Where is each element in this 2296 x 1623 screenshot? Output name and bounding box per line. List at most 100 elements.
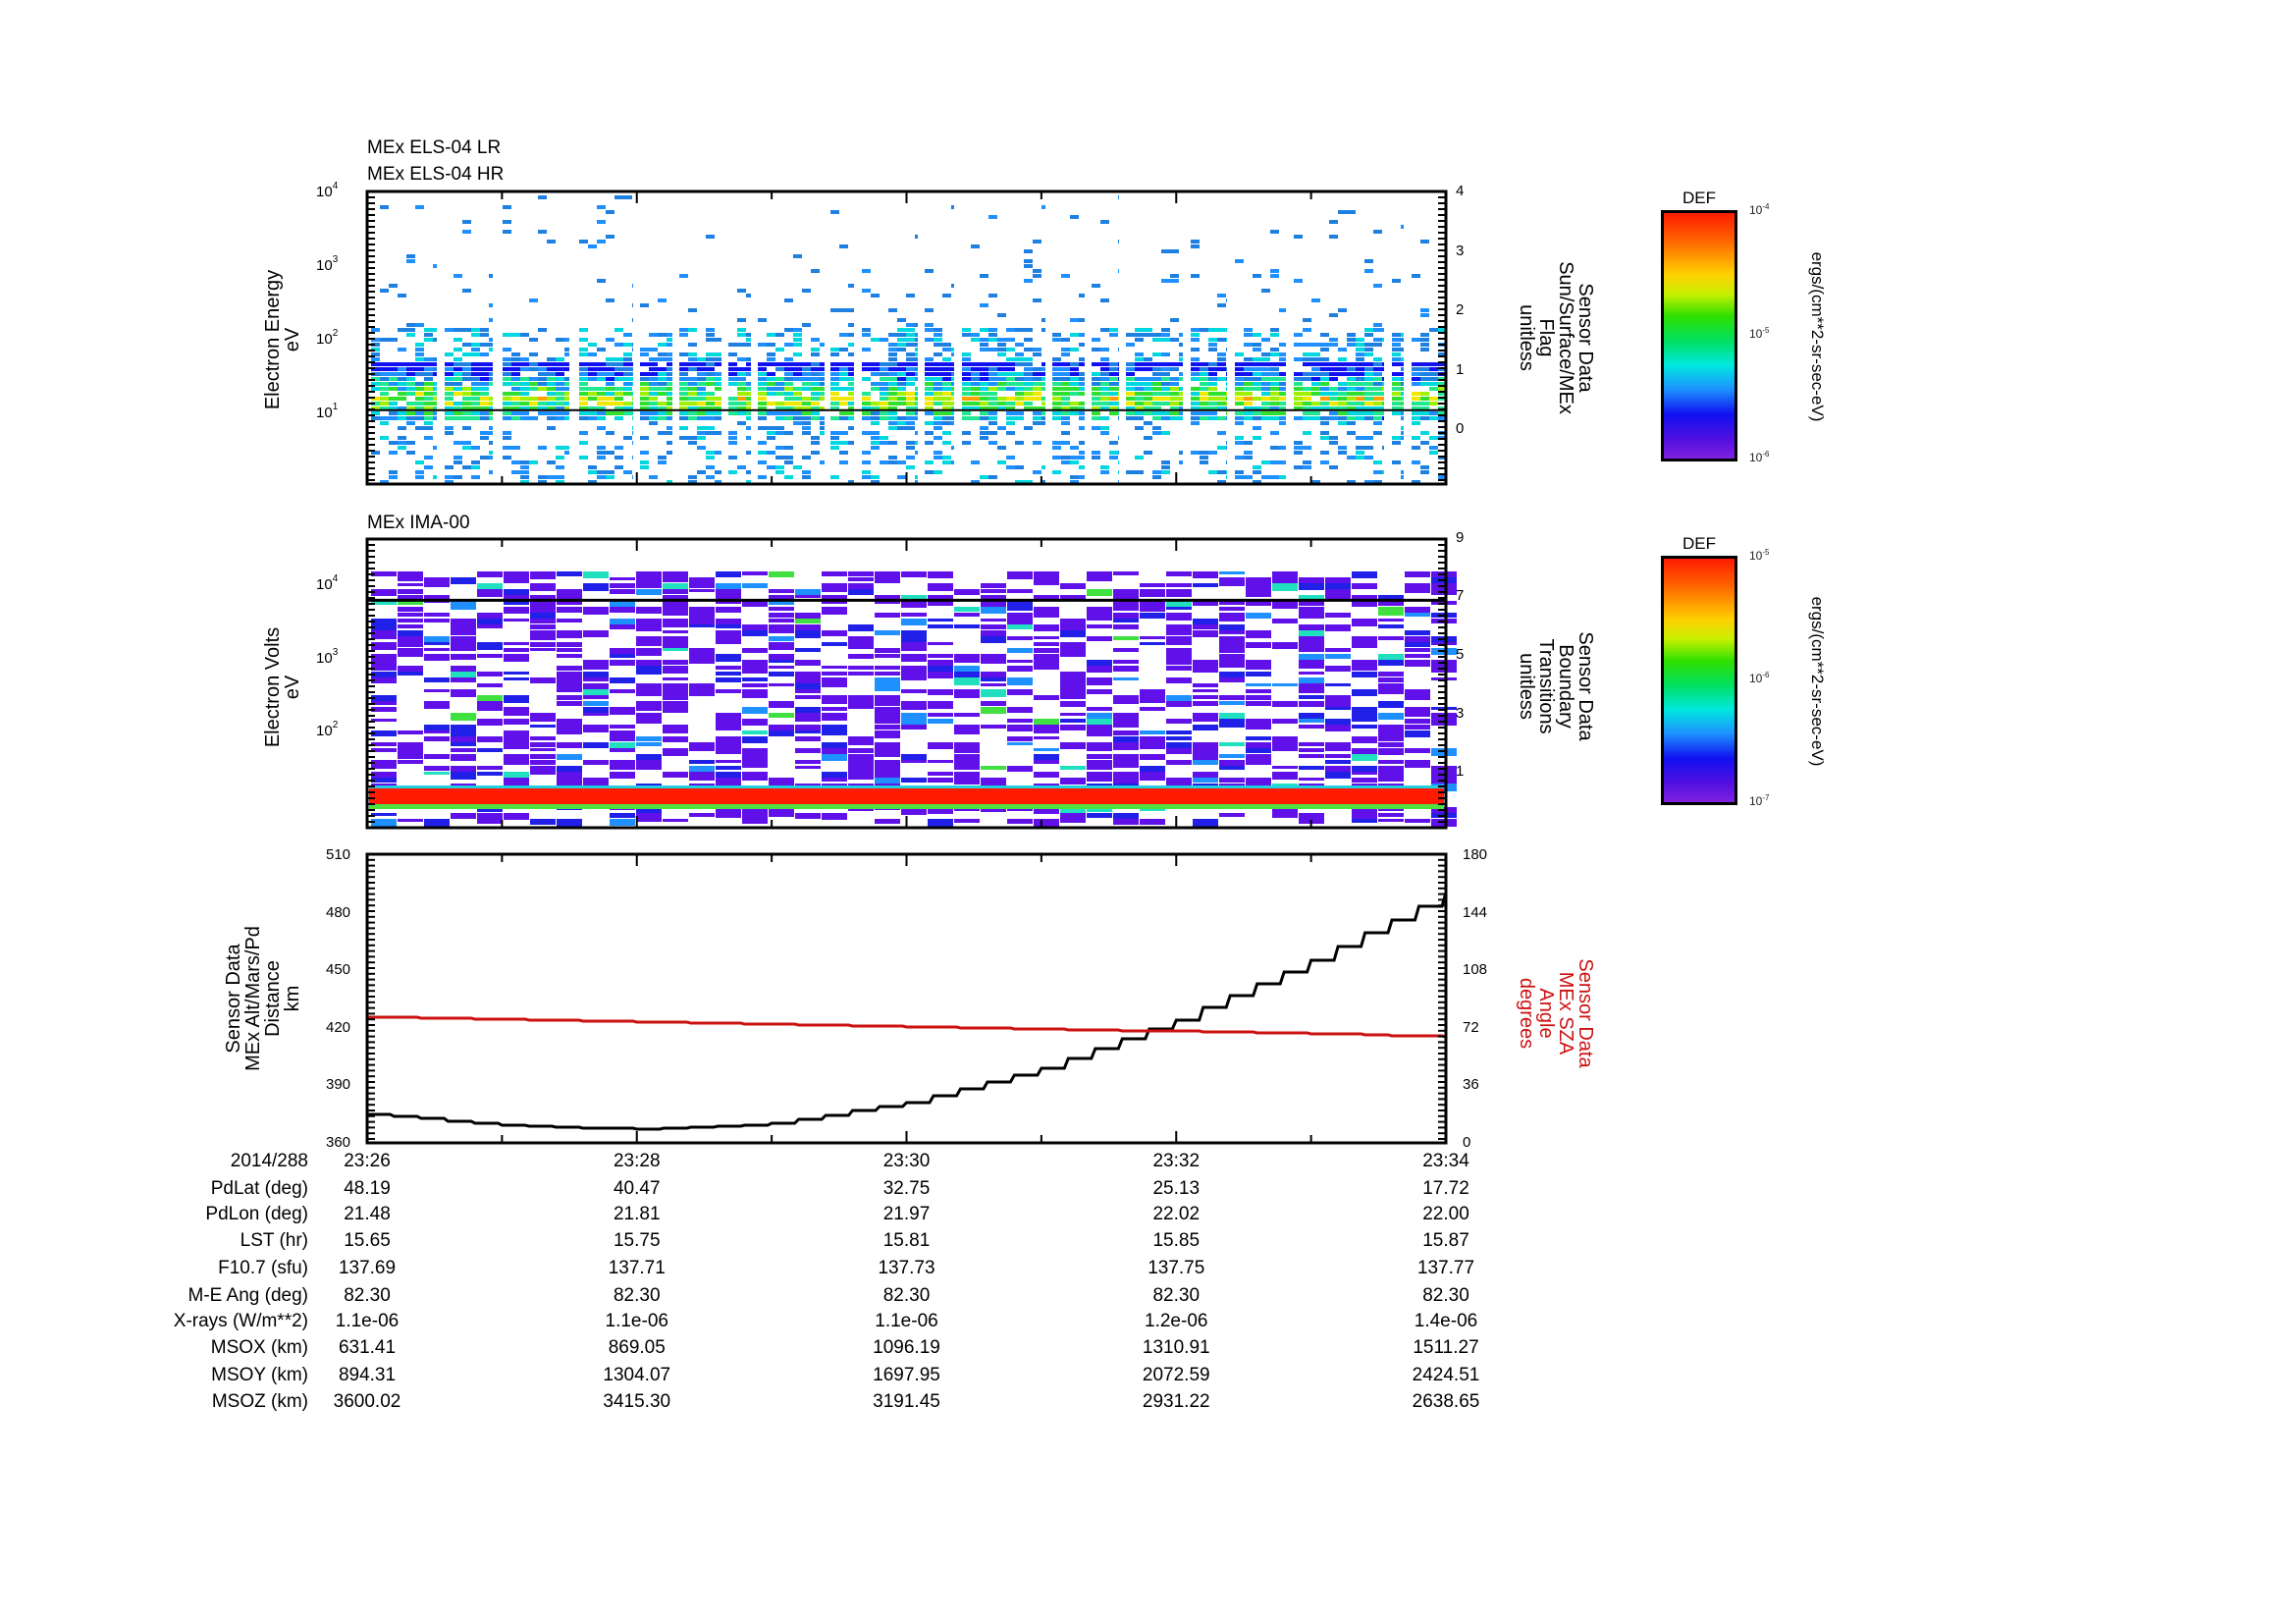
panel2-y2tick-9: 9 xyxy=(1456,529,1465,546)
ancillary-row-value: 137.77 xyxy=(1416,1258,1475,1278)
panel1-y2tick-2: 2 xyxy=(1456,301,1465,318)
colorbar1-title: DEF xyxy=(1682,189,1716,207)
ancillary-row-label: F10.7 (sfu) xyxy=(218,1258,308,1278)
panel2-y2tick-3: 3 xyxy=(1456,705,1465,722)
ancillary-row-value: 1.1e-06 xyxy=(875,1311,938,1331)
panel1-y2label-line4: unitless xyxy=(1516,304,1537,371)
els-spectrogram xyxy=(367,195,1446,484)
panel1-ytick-1e3: 103 xyxy=(316,254,339,274)
ancillary-row-value: 1.1e-06 xyxy=(335,1311,400,1331)
panel3-ylabel: Sensor Data MEx Alt/Mars/Pd Distance km xyxy=(223,900,306,1097)
ancillary-row-label: M-E Ang (deg) xyxy=(187,1285,309,1306)
colorbar2-min-label: 10-7 xyxy=(1749,793,1770,808)
ancillary-row-value: 15.65 xyxy=(344,1230,391,1251)
ancillary-row-value: 82.30 xyxy=(1422,1285,1469,1306)
ancillary-row-value: 2931.22 xyxy=(1142,1391,1210,1412)
ancillary-row-value: 22.00 xyxy=(1422,1204,1469,1224)
ancillary-row-value: 1697.95 xyxy=(873,1365,940,1385)
ancillary-row-value: 15.75 xyxy=(613,1230,661,1251)
panel3-ylabel-line1: Sensor Data xyxy=(223,944,244,1054)
ancillary-row-label: MSOZ (km) xyxy=(211,1391,308,1412)
panel3-y2label: Sensor Data MEx SZA Angle degrees xyxy=(1513,915,1596,1111)
panel3-ylabel-line2: MEx Alt/Mars/Pd xyxy=(242,926,264,1071)
ancillary-row-value: 1304.07 xyxy=(603,1365,671,1385)
panel2-y2label-line1: Sensor Data xyxy=(1575,631,1596,741)
panel1-y2tick-4: 4 xyxy=(1456,183,1465,199)
altitude-sza-lines xyxy=(367,892,1448,1131)
ancillary-row-value: 21.97 xyxy=(882,1204,931,1224)
panel3-ytick-450: 450 xyxy=(326,961,351,978)
panel2-ylabel: Electron Volts eV xyxy=(262,589,306,785)
ancillary-row-value: 21.48 xyxy=(344,1204,391,1224)
plot-axes xyxy=(365,189,1448,1145)
ancillary-row-value: 23:32 xyxy=(1152,1151,1201,1171)
ancillary-row-value: 48.19 xyxy=(344,1178,391,1199)
panel3-ytick-360: 360 xyxy=(326,1134,351,1151)
ancillary-row-value: 137.71 xyxy=(608,1258,666,1278)
ancillary-row-label: MSOX (km) xyxy=(210,1337,308,1358)
panel3-y2tick-36: 36 xyxy=(1463,1076,1479,1093)
panel2-ytick-1e3: 103 xyxy=(316,647,339,667)
panel1-y2label-line1: Sensor Data xyxy=(1575,283,1596,393)
ancillary-row-value: 2638.65 xyxy=(1412,1391,1480,1412)
colorbar2-unit: ergs/(cm**2-sr-sec-eV) xyxy=(1808,596,1827,767)
ancillary-row-value: 2072.59 xyxy=(1142,1365,1210,1385)
ancillary-row-value: 82.30 xyxy=(1152,1285,1201,1306)
ancillary-row-value: 23:30 xyxy=(882,1151,931,1171)
ancillary-row-value: 1096.19 xyxy=(873,1337,940,1358)
colorbar2-max-label: 10-5 xyxy=(1749,548,1770,563)
panel1-ylabel: Electron Energy eV xyxy=(262,242,306,438)
panel1-y2tick-3: 3 xyxy=(1456,243,1465,259)
panel1-title-lr: MEx ELS-04 LR xyxy=(367,137,502,158)
ancillary-row-value: 82.30 xyxy=(344,1285,391,1306)
panel2-ytick-1e2: 102 xyxy=(316,720,339,739)
colorbar1-max-label: 10-4 xyxy=(1749,202,1770,217)
ancillary-row-value: 137.69 xyxy=(338,1258,397,1278)
panel3-ytick-420: 420 xyxy=(326,1019,351,1036)
panel1-ylabel-line1: Electron Energy xyxy=(262,269,284,410)
panel3-y2tick-144: 144 xyxy=(1463,904,1488,921)
colorbar2-mid-label: 10-6 xyxy=(1749,671,1770,685)
ancillary-row-value: 1.2e-06 xyxy=(1145,1311,1208,1331)
ancillary-row-value: 82.30 xyxy=(613,1285,661,1306)
panel3-y2tick-180: 180 xyxy=(1463,846,1488,863)
panel3-y2label-line3: Angle xyxy=(1535,988,1557,1039)
colorbar2-title: DEF xyxy=(1682,534,1716,553)
ancillary-row-value: 21.81 xyxy=(613,1204,661,1224)
panel3-y2label-line2: MEx SZA xyxy=(1555,971,1576,1055)
ancillary-row-value: 23:26 xyxy=(344,1151,391,1171)
ancillary-row-value: 22.02 xyxy=(1152,1204,1201,1224)
panel2-y2tick-5: 5 xyxy=(1456,646,1465,663)
ancillary-row-value: 15.81 xyxy=(882,1230,931,1251)
panel1-ytick-1e1: 101 xyxy=(316,402,339,421)
panel3-y2label-line1: Sensor Data xyxy=(1575,958,1596,1068)
ancillary-row-value: 17.72 xyxy=(1422,1178,1469,1199)
ancillary-row-value: 631.41 xyxy=(338,1337,397,1358)
panel3-y2tick-108: 108 xyxy=(1463,961,1488,978)
panel1-title-hr: MEx ELS-04 HR xyxy=(367,164,505,185)
ancillary-row-label: PdLon (deg) xyxy=(205,1204,308,1224)
ancillary-row-value: 3415.30 xyxy=(603,1391,671,1412)
ancillary-row-label: MSOY (km) xyxy=(211,1365,308,1385)
panel2-y2tick-7: 7 xyxy=(1456,587,1465,604)
ancillary-row-value: 3600.02 xyxy=(333,1391,401,1412)
ancillary-row-value: 3191.45 xyxy=(873,1391,940,1412)
panel1-ylabel-line2: eV xyxy=(282,327,303,352)
ancillary-row-value: 869.05 xyxy=(608,1337,666,1358)
panel3-ylabel-line4: km xyxy=(282,985,303,1012)
ancillary-row-value: 15.85 xyxy=(1152,1230,1201,1251)
panel1-y2label-line2: Sun/Surface/MEx xyxy=(1555,261,1576,414)
panel2-y2tick-1: 1 xyxy=(1456,763,1465,780)
panel3-y2tick-0: 0 xyxy=(1463,1134,1471,1151)
ancillary-row-value: 82.30 xyxy=(882,1285,931,1306)
ancillary-row-value: 137.73 xyxy=(878,1258,935,1278)
panel3-ytick-390: 390 xyxy=(326,1076,351,1093)
ancillary-row-label: LST (hr) xyxy=(240,1230,308,1251)
ancillary-row-label: X-rays (W/m**2) xyxy=(173,1311,308,1331)
ancillary-row-label: PdLat (deg) xyxy=(210,1178,308,1199)
ancillary-row-value: 1310.91 xyxy=(1142,1337,1210,1358)
panel3-y2label-line4: degrees xyxy=(1516,977,1537,1050)
panel3-ylabel-line3: Distance xyxy=(262,960,284,1037)
panel1-ytick-1e4: 104 xyxy=(316,181,339,200)
ancillary-row-value: 1.1e-06 xyxy=(605,1311,668,1331)
